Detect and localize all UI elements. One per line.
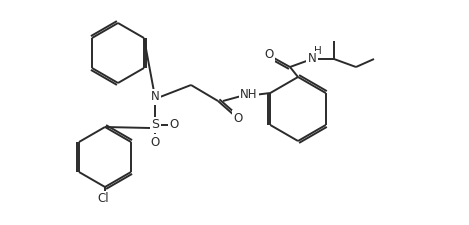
Text: H: H xyxy=(314,46,322,56)
Text: N: N xyxy=(308,52,317,65)
Text: O: O xyxy=(169,119,179,131)
Text: NH: NH xyxy=(240,88,258,101)
Text: O: O xyxy=(234,112,242,124)
Text: O: O xyxy=(151,135,159,148)
Text: Cl: Cl xyxy=(97,193,109,205)
Text: N: N xyxy=(151,90,159,104)
Text: O: O xyxy=(265,47,273,61)
Text: S: S xyxy=(151,119,159,131)
